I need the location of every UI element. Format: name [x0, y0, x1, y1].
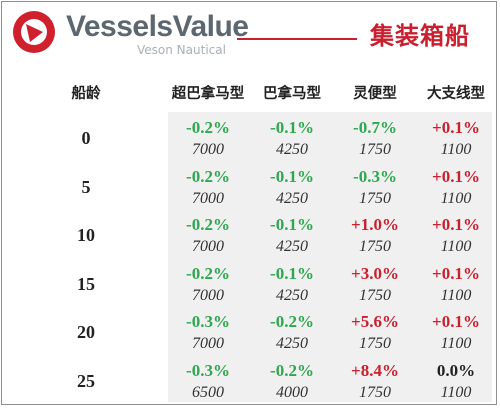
age-label: 0 — [81, 128, 91, 148]
column-header-col-panamax: 巴拿马型 — [263, 86, 321, 102]
value-cell: 7000 — [192, 141, 224, 158]
value-cell: 1100 — [440, 238, 472, 255]
value-cell: 4250 — [276, 335, 308, 352]
age-label: 20 — [77, 322, 95, 342]
value-cell: 7000 — [192, 286, 224, 304]
change-cell: -0.1% — [270, 166, 314, 186]
value-cell: 4250 — [276, 238, 308, 255]
age-label: 10 — [77, 225, 95, 245]
value-cell: 7000 — [192, 189, 224, 207]
value-cell: 4250 — [276, 286, 308, 304]
column-header-col-ultra-panamax: 超巴拿马型 — [171, 86, 245, 102]
change-cell: -0.1% — [270, 118, 314, 137]
value-cell: 1750 — [359, 141, 391, 158]
value-cell: 1750 — [359, 335, 391, 352]
change-cell: -0.1% — [270, 263, 314, 283]
value-cell: 1750 — [359, 189, 391, 207]
change-cell: +0.1% — [432, 215, 480, 234]
change-cell: -0.2% — [186, 263, 230, 283]
vesselsvalue-logo-icon — [13, 11, 55, 53]
change-cell: +0.1% — [432, 166, 480, 186]
change-cell: -0.2% — [186, 118, 230, 137]
change-cell: -0.1% — [270, 215, 314, 234]
value-cell: 1100 — [440, 335, 472, 352]
value-cell: 1100 — [440, 141, 472, 158]
change-cell: +5.6% — [351, 312, 399, 331]
value-cell: 1100 — [440, 286, 472, 304]
change-cell: -0.7% — [353, 118, 397, 137]
change-cell: +8.4% — [351, 360, 399, 380]
age-label: 25 — [77, 370, 95, 391]
value-cell: 7000 — [192, 238, 224, 255]
value-cell: 4250 — [276, 189, 308, 207]
value-cell: 1750 — [359, 383, 391, 401]
value-cell: 1100 — [440, 189, 472, 207]
change-cell: +0.1% — [432, 118, 480, 137]
page-title: 集装箱船 — [370, 22, 470, 50]
value-cell: 4250 — [276, 141, 308, 158]
age-label: 15 — [77, 273, 95, 294]
value-cell: 4000 — [276, 383, 308, 401]
change-cell: +3.0% — [351, 263, 399, 283]
row-header-age: 船龄 — [71, 86, 101, 102]
value-cell: 6500 — [192, 383, 224, 401]
change-cell: -0.3% — [186, 312, 230, 331]
value-cell: 1750 — [359, 286, 391, 304]
value-cell: 1750 — [359, 238, 391, 255]
age-label: 5 — [81, 176, 91, 197]
header-divider — [237, 38, 357, 40]
value-cell: 7000 — [192, 335, 224, 352]
change-cell: 0.0% — [436, 360, 476, 380]
column-header-col-handy: 灵便型 — [353, 86, 397, 102]
brand-subtitle: Veson Nautical — [137, 43, 226, 57]
change-cell: +1.0% — [351, 215, 399, 234]
brand-name: VesselsValue — [66, 10, 249, 43]
change-cell: -0.3% — [353, 166, 397, 186]
change-cell: +0.1% — [432, 312, 480, 331]
change-cell: -0.2% — [186, 215, 230, 234]
change-cell: -0.2% — [270, 360, 314, 380]
change-cell: -0.2% — [270, 312, 314, 331]
change-cell: -0.2% — [186, 166, 230, 186]
change-cell: +0.1% — [432, 263, 480, 283]
header: VesselsValue Veson Nautical 集装箱船 — [2, 2, 498, 64]
change-cell: -0.3% — [186, 360, 230, 380]
values-panel — [168, 112, 492, 402]
column-header-col-feeder: 大支线型 — [427, 86, 485, 102]
value-cell: 1100 — [440, 383, 472, 401]
